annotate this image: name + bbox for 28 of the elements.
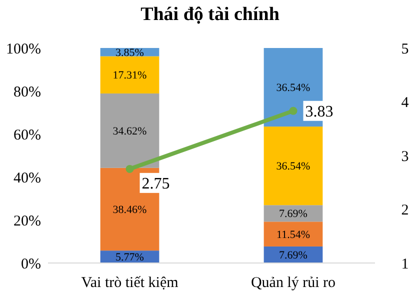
y-tick-label: 0% <box>21 256 41 272</box>
data-label: 3.85% <box>116 46 144 59</box>
y-tick-label: 60% <box>14 127 41 144</box>
data-label: 11.54% <box>276 228 310 241</box>
y-tick-label: 20% <box>14 213 41 230</box>
x-tick-label: Quản lý rủi ro <box>250 275 336 291</box>
x-tick-label: Vai trò tiết kiệm <box>81 275 179 291</box>
chart-title: Thái độ tài chính <box>140 4 280 25</box>
y2-tick-label: 2 <box>401 202 409 218</box>
data-label: 7.69% <box>279 208 308 220</box>
data-label: 34.62% <box>112 126 147 138</box>
y2-tick-label: 4 <box>401 95 410 111</box>
y2-tick-label: 5 <box>401 41 409 58</box>
data-label: 36.54% <box>276 82 310 94</box>
y2-tick-label: 3 <box>401 148 409 165</box>
data-label: 2.75 <box>142 176 170 193</box>
data-label: 38.46% <box>112 204 147 216</box>
data-label: 36.54% <box>276 160 310 173</box>
data-label: 5.77% <box>116 252 144 264</box>
y-tick-label: 100% <box>6 41 41 58</box>
data-label: 17.31% <box>112 70 147 82</box>
bar <box>264 222 323 246</box>
data-label: 7.69% <box>279 250 308 262</box>
y-tick-label: 80% <box>14 84 41 100</box>
bar <box>100 56 160 94</box>
y2-tick-label: 1 <box>401 256 409 272</box>
data-label: 3.83 <box>305 103 334 120</box>
y-tick-label: 40% <box>14 170 41 186</box>
